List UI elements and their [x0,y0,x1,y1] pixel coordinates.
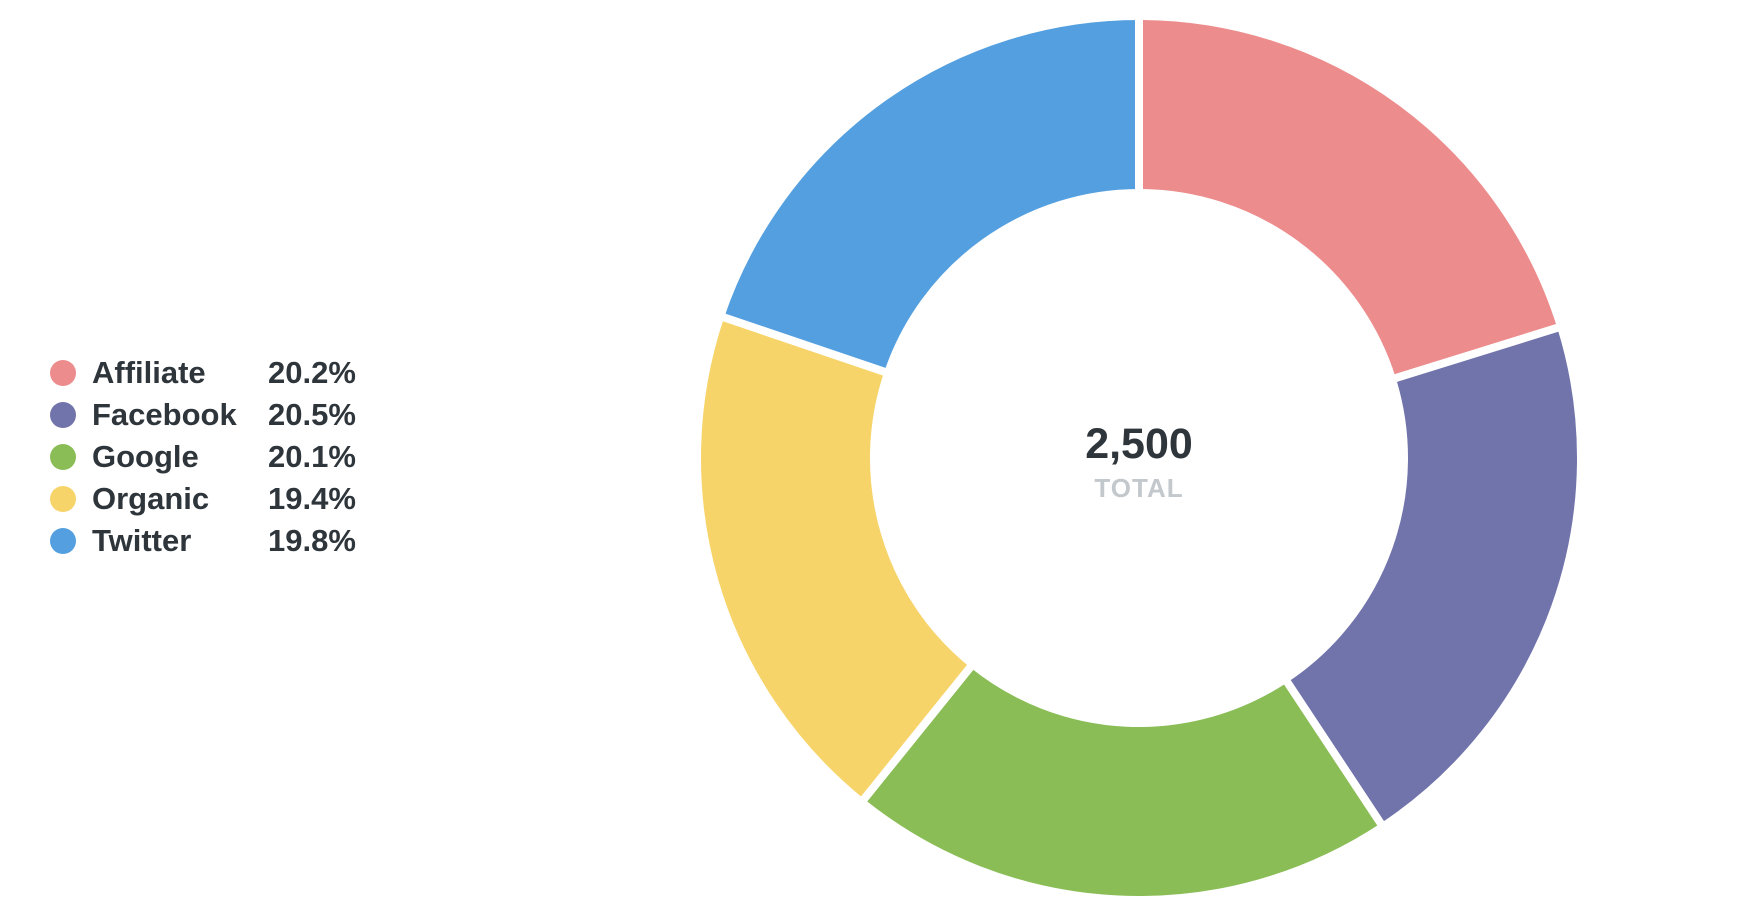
legend-swatch-google [50,444,76,470]
donut-slice-google[interactable] [855,658,1389,904]
donut-slice-twitter[interactable] [715,11,1143,379]
legend-swatch-twitter [50,528,76,554]
legend-percent: 20.1% [268,439,356,474]
legend-item-twitter[interactable]: Twitter 19.8% [50,520,356,562]
legend-percent: 19.8% [268,523,356,558]
legend-swatch-facebook [50,402,76,428]
legend-item-affiliate[interactable]: Affiliate 20.2% [50,352,356,394]
legend-swatch-affiliate [50,360,76,386]
donut-slice-facebook[interactable] [1279,321,1585,833]
total-label: TOTAL [1094,473,1183,503]
legend-label: Organic [92,481,210,516]
donut-slice-affiliate[interactable] [1135,11,1567,385]
legend-label: Facebook [92,397,237,432]
legend-percent: 20.2% [268,355,356,390]
legend-percent: 19.4% [268,481,356,516]
legend-label: Twitter [92,523,192,558]
donut-slices [693,11,1585,904]
legend-item-facebook[interactable]: Facebook 20.5% [50,394,356,436]
legend-item-google[interactable]: Google 20.1% [50,436,356,478]
legend-label: Google [92,439,199,474]
chart-legend: Affiliate 20.2% Facebook 20.5% Google 20… [50,352,356,562]
legend-swatch-organic [50,486,76,512]
donut-slice-organic[interactable] [693,311,979,808]
legend-item-organic[interactable]: Organic 19.4% [50,478,356,520]
legend-percent: 20.5% [268,397,356,432]
total-value: 2,500 [1085,420,1193,468]
legend-label: Affiliate [92,355,206,390]
